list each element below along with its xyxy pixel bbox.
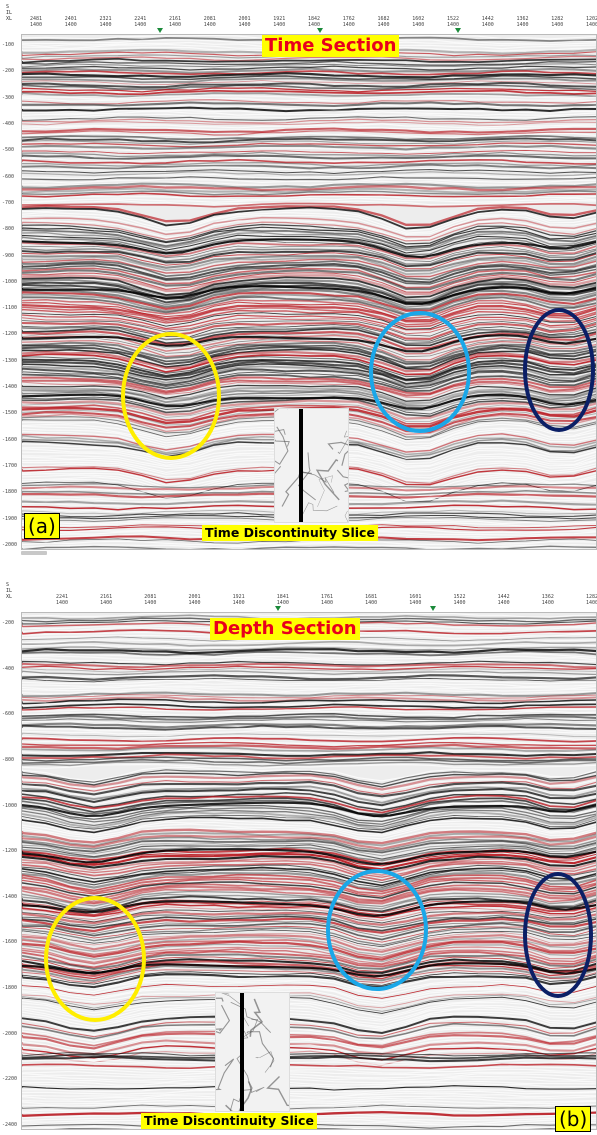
well-marker-icon: [275, 606, 281, 611]
panel-label-b: (b): [555, 1106, 592, 1132]
well-marker-icon: [455, 28, 461, 33]
inline-tick-label: 2481 1400: [29, 16, 43, 28]
panel-b-depth-section: S IL XL 2241 1400 2161 1400 2081 1400 2001 1400…: [0, 578, 597, 1135]
y-tick-label: -1400: [2, 893, 18, 900]
inline-tick-label: 1601 1400: [409, 594, 422, 606]
inline-tick-label: 1202 1400: [585, 16, 597, 28]
inline-tick-label: 1682 1400: [377, 16, 390, 28]
y-axis-time: -100 -200 -300 -400 -500 -600 -700 -800 -900 -100…: [0, 34, 21, 550]
y-tick-label: -1200: [2, 848, 18, 855]
inline-tick-label: 2081 1400: [144, 594, 157, 606]
navy-ellipse-marker: [523, 308, 595, 432]
inline-tick-label: 1282 1400: [551, 16, 564, 28]
inline-tick-label: 1522 1400: [446, 16, 460, 28]
inline-tick-label: 2161 1400: [168, 16, 182, 28]
y-tick-label: -700: [2, 199, 15, 206]
seismic-traces: [22, 613, 596, 1129]
y-tick-label: -1500: [2, 410, 18, 417]
header-axis-b: S IL XL 2241 1400 2161 1400 2081 1400 2001 1400…: [0, 578, 597, 612]
y-tick-label: -1600: [2, 436, 18, 443]
y-tick-label: -2400: [2, 1122, 18, 1128]
inline-tick-label: 2401 1400: [64, 16, 77, 28]
inline-tick-label: 2081 1400: [203, 16, 216, 28]
y-tick-label: -1000: [2, 278, 18, 285]
panel-label-a: (a): [24, 513, 60, 539]
y-tick-label: -1800: [2, 985, 18, 992]
y-tick-label: -1100: [2, 305, 18, 312]
inline-tick-label: 2001 1400: [188, 594, 201, 606]
inline-tick-label: 1842 1400: [307, 16, 321, 28]
y-tick-label: -600: [2, 711, 15, 718]
discontinuity-slice-image: [275, 409, 348, 522]
inline-tick-label: 1762 1400: [342, 16, 355, 28]
cyan-ellipse-marker: [369, 311, 471, 433]
seismic-traces: [22, 35, 596, 549]
inline-tick-label: 2001 1400: [238, 16, 251, 28]
y-tick-label: -2000: [2, 542, 18, 548]
discontinuity-slice-inset: [215, 992, 290, 1112]
discontinuity-slice-image: [216, 993, 289, 1111]
y-tick-label: -1800: [2, 489, 18, 496]
y-tick-label: -2000: [2, 1030, 18, 1037]
y-tick-label: -300: [2, 94, 15, 101]
discontinuity-slice-inset: [274, 408, 349, 523]
y-axis-depth: -200 -400 -600 -800 -1000 -1200 -1400 -1600 -180…: [0, 612, 21, 1130]
horizontal-scrollbar[interactable]: [21, 551, 47, 555]
time-discontinuity-slice-label: Time Discontinuity Slice: [141, 1113, 317, 1129]
inline-tick-label: 2241 1400: [55, 594, 69, 606]
inline-tick-label: 1282 1400: [585, 594, 597, 606]
header-labels-a: S IL XL: [6, 4, 13, 22]
y-tick-label: -1000: [2, 802, 18, 809]
inline-tick-label: 2321 1400: [99, 16, 112, 28]
panel-a-time-section: S IL XL 2481 1400 2401 1400 2321 1400 2241 1400…: [0, 0, 597, 556]
well-marker-icon: [157, 28, 163, 33]
yellow-ellipse-marker: [44, 896, 146, 1022]
depth-section-title: Depth Section: [210, 618, 360, 640]
y-tick-label: -900: [2, 252, 15, 259]
y-tick-label: -800: [2, 756, 15, 763]
y-tick-label: -100: [2, 42, 15, 48]
y-tick-label: -1300: [2, 357, 18, 364]
header-axis-a: S IL XL 2481 1400 2401 1400 2321 1400 2241 1400…: [0, 0, 597, 34]
y-tick-label: -400: [2, 120, 15, 127]
y-tick-label: -500: [2, 147, 15, 154]
inline-tick-label: 1681 1400: [365, 594, 378, 606]
y-tick-label: -600: [2, 173, 15, 180]
header-labels-b: S IL XL: [6, 582, 13, 600]
inline-tick-label: 2241 1400: [134, 16, 147, 28]
inline-tick-label: 1761 1400: [320, 594, 334, 606]
yellow-ellipse-marker: [121, 332, 221, 460]
y-tick-label: -200: [2, 68, 15, 75]
y-tick-label: -1700: [2, 463, 18, 470]
inline-tick-label: 1841 1400: [276, 594, 289, 606]
y-tick-label: -400: [2, 665, 15, 672]
inline-tick-label: 1442 1400: [481, 16, 494, 28]
inline-tick-label: 2161 1400: [100, 594, 113, 606]
navy-ellipse-marker: [523, 872, 593, 998]
inline-tick-label: 1362 1400: [541, 594, 554, 606]
well-marker-icon: [430, 606, 436, 611]
inline-tick-label: 1362 1400: [516, 16, 529, 28]
inline-tick-label: 1921 1400: [273, 16, 286, 28]
y-tick-label: -200: [2, 620, 15, 626]
y-tick-label: -1400: [2, 384, 18, 391]
y-tick-label: -800: [2, 226, 15, 233]
y-tick-label: -1600: [2, 939, 18, 946]
inline-tick-label: 1522 1400: [453, 594, 466, 606]
inline-tick-label: 1442 1400: [497, 594, 510, 606]
seismic-image-depth[interactable]: [21, 612, 597, 1130]
time-discontinuity-slice-label: Time Discontinuity Slice: [202, 525, 378, 541]
time-section-title: Time Section: [262, 35, 400, 57]
seismic-image-time[interactable]: [21, 34, 597, 550]
y-tick-label: -1200: [2, 331, 18, 338]
cyan-ellipse-marker: [326, 869, 428, 991]
inline-tick-label: 1602 1400: [412, 16, 425, 28]
well-marker-icon: [317, 28, 323, 33]
y-tick-label: -2200: [2, 1076, 18, 1083]
y-tick-label: -1900: [2, 515, 18, 522]
inline-tick-label: 1921 1400: [232, 594, 245, 606]
